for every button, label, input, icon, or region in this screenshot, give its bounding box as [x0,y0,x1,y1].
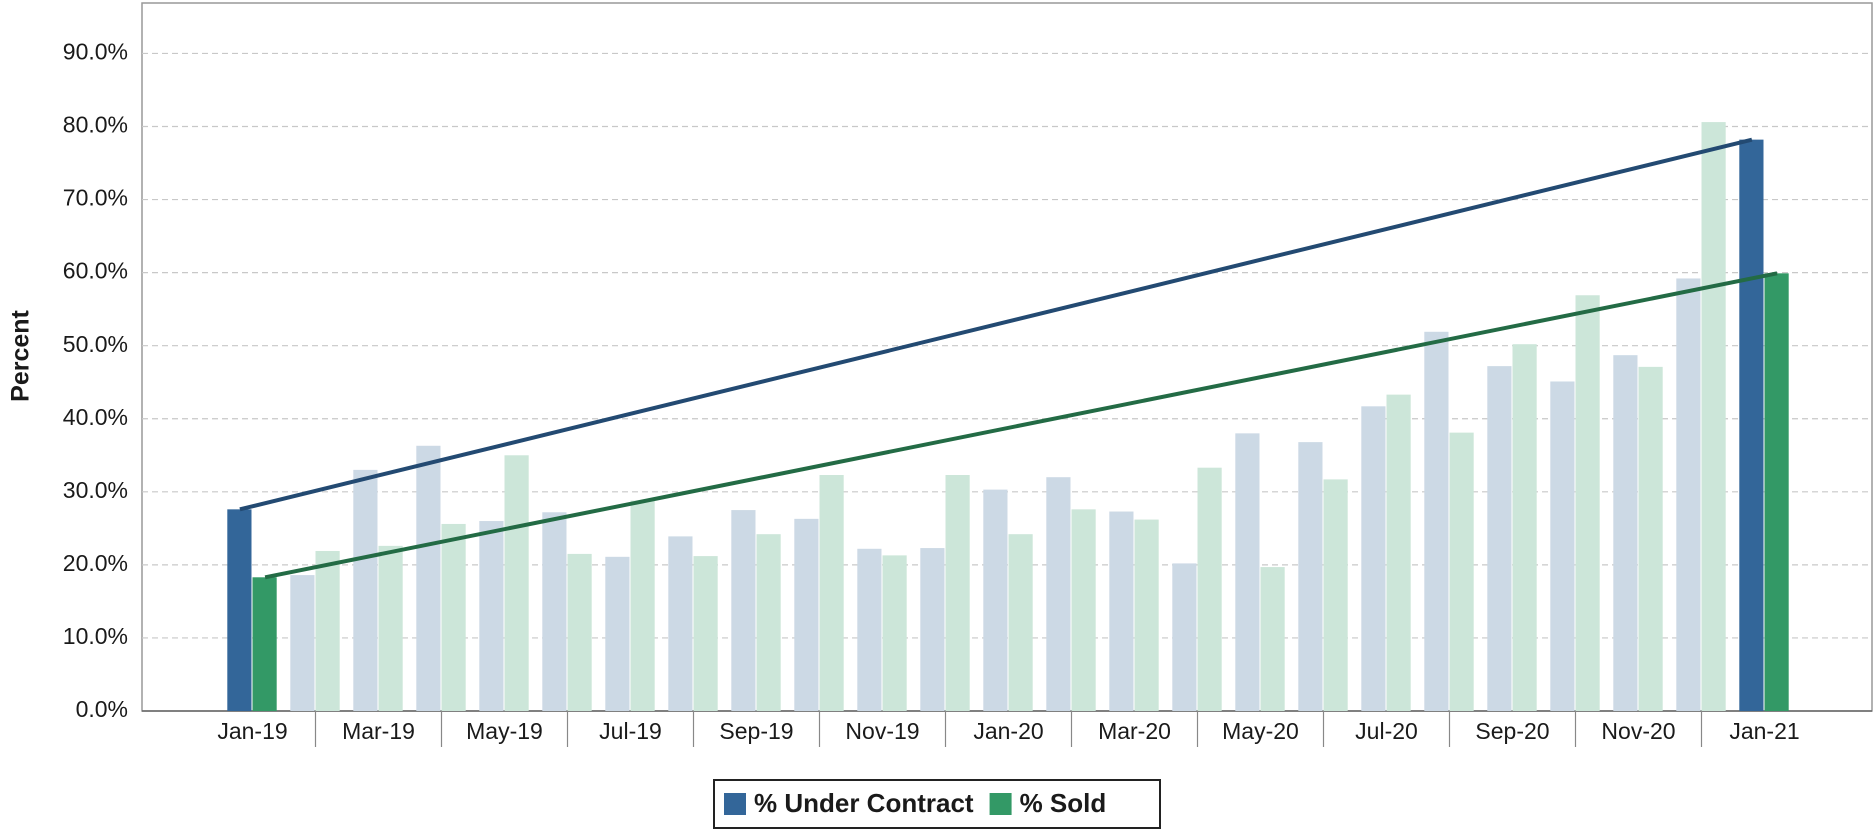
bar [1197,467,1222,711]
bar [1449,432,1474,711]
legend-box [713,779,1161,829]
y-tick-label: 50.0% [63,331,128,357]
bar [542,512,567,711]
y-tick-label: 30.0% [63,477,128,503]
y-tick-label: 60.0% [63,258,128,284]
bar [1298,442,1323,711]
bar [1386,394,1411,711]
bar [1701,122,1726,712]
bar [1512,344,1537,711]
x-tick-label: Sep-20 [1475,718,1549,744]
y-axis-label: Percent [7,309,35,401]
x-tick-label: Jan-20 [973,718,1043,744]
bar [252,577,277,711]
legend-swatch [989,793,1012,815]
x-tick-label: Mar-20 [1098,718,1171,744]
bar [1323,479,1348,711]
bar [1638,366,1663,711]
bar [983,489,1008,711]
x-tick-label: May-19 [466,718,543,744]
bar [1613,355,1638,711]
bar [857,548,882,711]
x-tick-label: Jul-20 [1355,718,1418,744]
bar [605,556,630,711]
x-tick-label: Mar-19 [342,718,415,744]
bar [441,523,466,711]
bar [1109,511,1134,711]
bar [1575,295,1600,711]
y-tick-label: 20.0% [63,550,128,576]
legend-swatch [724,793,746,815]
y-tick-label: 40.0% [63,404,128,430]
bar [353,469,378,711]
bar [1361,406,1386,711]
bar [731,510,756,711]
bar [1071,509,1096,711]
bar [315,550,340,711]
bar [1739,139,1764,711]
bar [290,575,315,711]
bar [479,521,504,711]
y-tick-label: 0.0% [76,696,128,722]
bar [1235,433,1260,711]
bar [227,509,252,711]
legend-label: % Under Contract [754,788,974,818]
bar [567,553,592,711]
y-tick-label: 10.0% [63,623,128,649]
trend-line [239,137,1753,512]
bar [416,445,441,711]
x-tick-label: May-20 [1222,718,1299,744]
legend-label: % Sold [1020,788,1107,818]
bar [1764,273,1789,711]
y-tick-label: 90.0% [63,38,128,64]
bar [819,475,844,711]
bar [945,475,970,711]
x-tick-label: Jan-21 [1729,718,1799,744]
bar [1424,331,1449,711]
bar [1550,381,1575,711]
x-tick-label: Nov-19 [845,718,919,744]
bar [1676,278,1701,711]
y-tick-label: 80.0% [63,112,128,138]
bar [1260,567,1285,711]
x-tick-label: Nov-20 [1601,718,1675,744]
bar [378,545,403,711]
trend-line [264,271,1778,580]
bar [504,455,529,711]
bar [693,556,718,711]
bar [1008,534,1033,711]
bar [668,536,693,711]
bar [920,548,945,711]
bar [1172,563,1197,711]
bar [756,534,781,711]
x-tick-label: Jan-19 [217,718,287,744]
x-tick-label: Jul-19 [599,718,662,744]
bar [1134,519,1159,711]
bar [630,500,655,711]
bar [794,518,819,711]
bar [882,555,907,711]
x-tick-label: Sep-19 [719,718,793,744]
bar [1487,366,1512,711]
y-tick-label: 70.0% [63,185,128,211]
bar [1046,477,1071,711]
